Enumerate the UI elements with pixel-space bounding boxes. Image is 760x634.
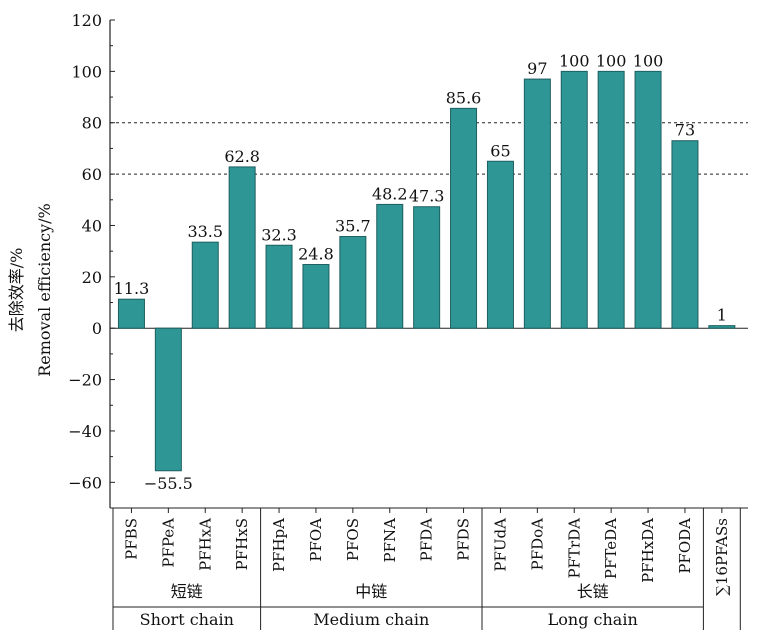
category-label-9: PFDS: [455, 518, 473, 561]
axes: −60 −40 −20 0 20 40 60 80 100 120: [68, 11, 748, 513]
bar-11: [523, 78, 551, 329]
bar-13: [597, 70, 625, 329]
bar-15: [671, 140, 699, 329]
data-label-12: 100: [559, 51, 590, 70]
data-label-11: 97: [527, 59, 547, 78]
group-label-cn-1: 中链: [355, 582, 387, 601]
category-label-15: PFODA: [676, 518, 694, 574]
bar-14: [634, 70, 662, 329]
data-label-14: 100: [633, 51, 664, 70]
data-label-8: 47.3: [409, 187, 445, 206]
data-label-0: 11.3: [114, 279, 150, 298]
group-label-en-1: Medium chain: [313, 610, 429, 629]
y-tick-label: −40: [68, 422, 102, 441]
y-tick-label: 120: [71, 11, 102, 30]
y-axis-title: Removal efficiency/%: [35, 203, 54, 377]
y-tick-label: −20: [68, 371, 102, 390]
bar-6: [339, 236, 367, 329]
bar-8: [413, 206, 441, 329]
y-tick-label: 40: [82, 216, 102, 235]
category-label-0: PFBS: [122, 518, 140, 560]
group-label-cn-0: 短链: [171, 582, 203, 601]
category-label-16: ∑16PFASs: [713, 518, 731, 596]
y-tick-label: 0: [92, 319, 102, 338]
category-label-5: PFOA: [307, 518, 325, 562]
data-label-16: 1: [717, 306, 727, 325]
y-tick-label: 100: [71, 62, 102, 81]
bar-0: [117, 298, 145, 329]
bar-12: [560, 70, 588, 329]
data-label-4: 32.3: [261, 225, 297, 244]
group-labels: 短链 Short chain 中链 Medium chain 长链 Long chain: [112, 508, 741, 630]
data-label-5: 24.8: [298, 245, 334, 264]
data-labels: 11.3 −55.5 33.5 62.8 32.324.835.748.2 47.3 85.…: [114, 51, 727, 492]
group-label-en-2: Long chain: [548, 610, 638, 629]
data-label-9: 85.6: [446, 88, 482, 107]
category-label-14: PFHxDA: [639, 518, 657, 583]
bars: [117, 70, 736, 472]
bar-3: [228, 166, 256, 329]
y-tick-label: −60: [68, 473, 102, 492]
bar-4: [265, 244, 293, 329]
data-label-2: 33.5: [187, 222, 223, 241]
category-label-13: PFTeDA: [602, 518, 620, 579]
category-label-12: PFTrDA: [565, 518, 583, 579]
data-label-1: −55.5: [144, 474, 193, 493]
bar-1: [154, 327, 182, 472]
y-tick-label: 60: [82, 165, 102, 184]
category-label-7: PFNA: [381, 518, 399, 563]
category-label-1: PFPeA: [159, 518, 177, 568]
group-label-en-0: Short chain: [140, 610, 234, 629]
bar-7: [376, 203, 404, 329]
bar-2: [191, 241, 219, 329]
category-label-10: PFUdA: [491, 518, 509, 572]
data-label-10: 65: [490, 141, 510, 160]
y-tick-label: 80: [82, 114, 102, 133]
y-tick-label: 20: [82, 268, 102, 287]
group-label-cn-2: 长链: [577, 582, 609, 601]
bar-10: [486, 160, 514, 329]
category-label-8: PFDA: [418, 518, 436, 562]
category-label-2: PFHxA: [196, 518, 214, 571]
data-label-7: 48.2: [372, 184, 408, 203]
y-axis-title-cn: 去除效率/%: [7, 248, 26, 333]
category-label-11: PFDoA: [528, 518, 546, 571]
data-label-13: 100: [596, 51, 627, 70]
category-label-6: PFOS: [344, 518, 362, 561]
data-label-15: 73: [675, 121, 695, 140]
data-label-3: 62.8: [224, 147, 260, 166]
data-label-6: 35.7: [335, 217, 371, 236]
bar-9: [450, 107, 478, 329]
bar-16: [708, 325, 736, 329]
category-label-4: PFHpA: [270, 518, 288, 572]
bar-5: [302, 264, 330, 329]
category-labels: PFBS PFPeA PFHxA PFHxS PFHpA PFOA PFOS PFNA PFDA…: [122, 518, 730, 596]
category-label-3: PFHxS: [233, 518, 251, 570]
